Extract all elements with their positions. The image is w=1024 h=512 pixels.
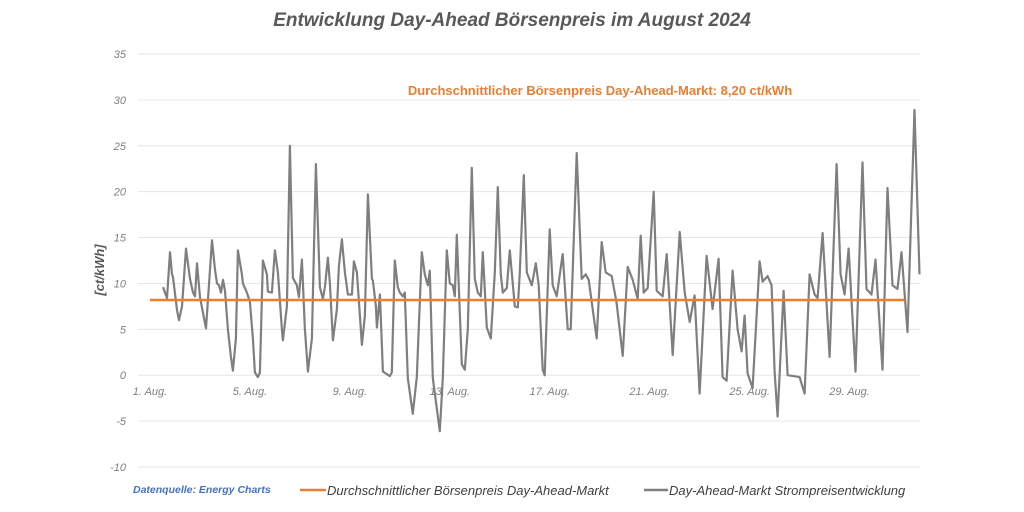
y-axis-label: [ct/kWh] xyxy=(92,244,107,297)
x-tick-label: 5. Aug. xyxy=(233,386,267,398)
y-tick-label: 20 xyxy=(113,187,127,199)
x-tick-label: 1. Aug. xyxy=(133,386,167,398)
y-tick-label: -5 xyxy=(116,416,127,428)
x-tick-label: 13. Aug. xyxy=(430,386,471,398)
y-tick-label: 10 xyxy=(114,278,127,290)
series-lines xyxy=(150,108,921,433)
y-tick-label: -10 xyxy=(110,462,127,474)
average-annotation: Durchschnittlicher Börsenpreis Day-Ahead… xyxy=(408,83,792,98)
gridlines xyxy=(138,53,920,468)
chart-title: Entwicklung Day-Ahead Börsenpreis im Aug… xyxy=(273,10,751,31)
x-tick-label: 17. Aug. xyxy=(529,386,570,398)
day-ahead-price-line xyxy=(161,108,921,433)
y-axis-ticks: 35 30 25 20 15 10 5 0 -5 -10 xyxy=(110,49,127,474)
y-tick-label: 30 xyxy=(114,95,127,107)
x-tick-label: 21. Aug. xyxy=(628,386,670,398)
data-source: Datenquelle: Energy Charts xyxy=(133,484,271,496)
legend: Durchschnittlicher Börsenpreis Day-Ahead… xyxy=(300,483,906,498)
x-tick-label: 29. Aug. xyxy=(828,386,870,398)
legend-label-average: Durchschnittlicher Börsenpreis Day-Ahead… xyxy=(327,483,610,498)
legend-label-price: Day-Ahead-Markt Strompreisentwicklung xyxy=(669,483,906,498)
x-axis-ticks: 1. Aug. 5. Aug. 9. Aug. 13. Aug. 17. Aug. 21.… xyxy=(133,386,870,398)
x-tick-label: 25. Aug. xyxy=(728,386,770,398)
y-tick-label: 5 xyxy=(120,324,127,336)
y-tick-label: 0 xyxy=(120,370,127,382)
y-tick-label: 15 xyxy=(114,233,127,245)
y-tick-label: 25 xyxy=(113,141,127,153)
x-tick-label: 9. Aug. xyxy=(333,386,367,398)
y-tick-label: 35 xyxy=(114,49,127,61)
